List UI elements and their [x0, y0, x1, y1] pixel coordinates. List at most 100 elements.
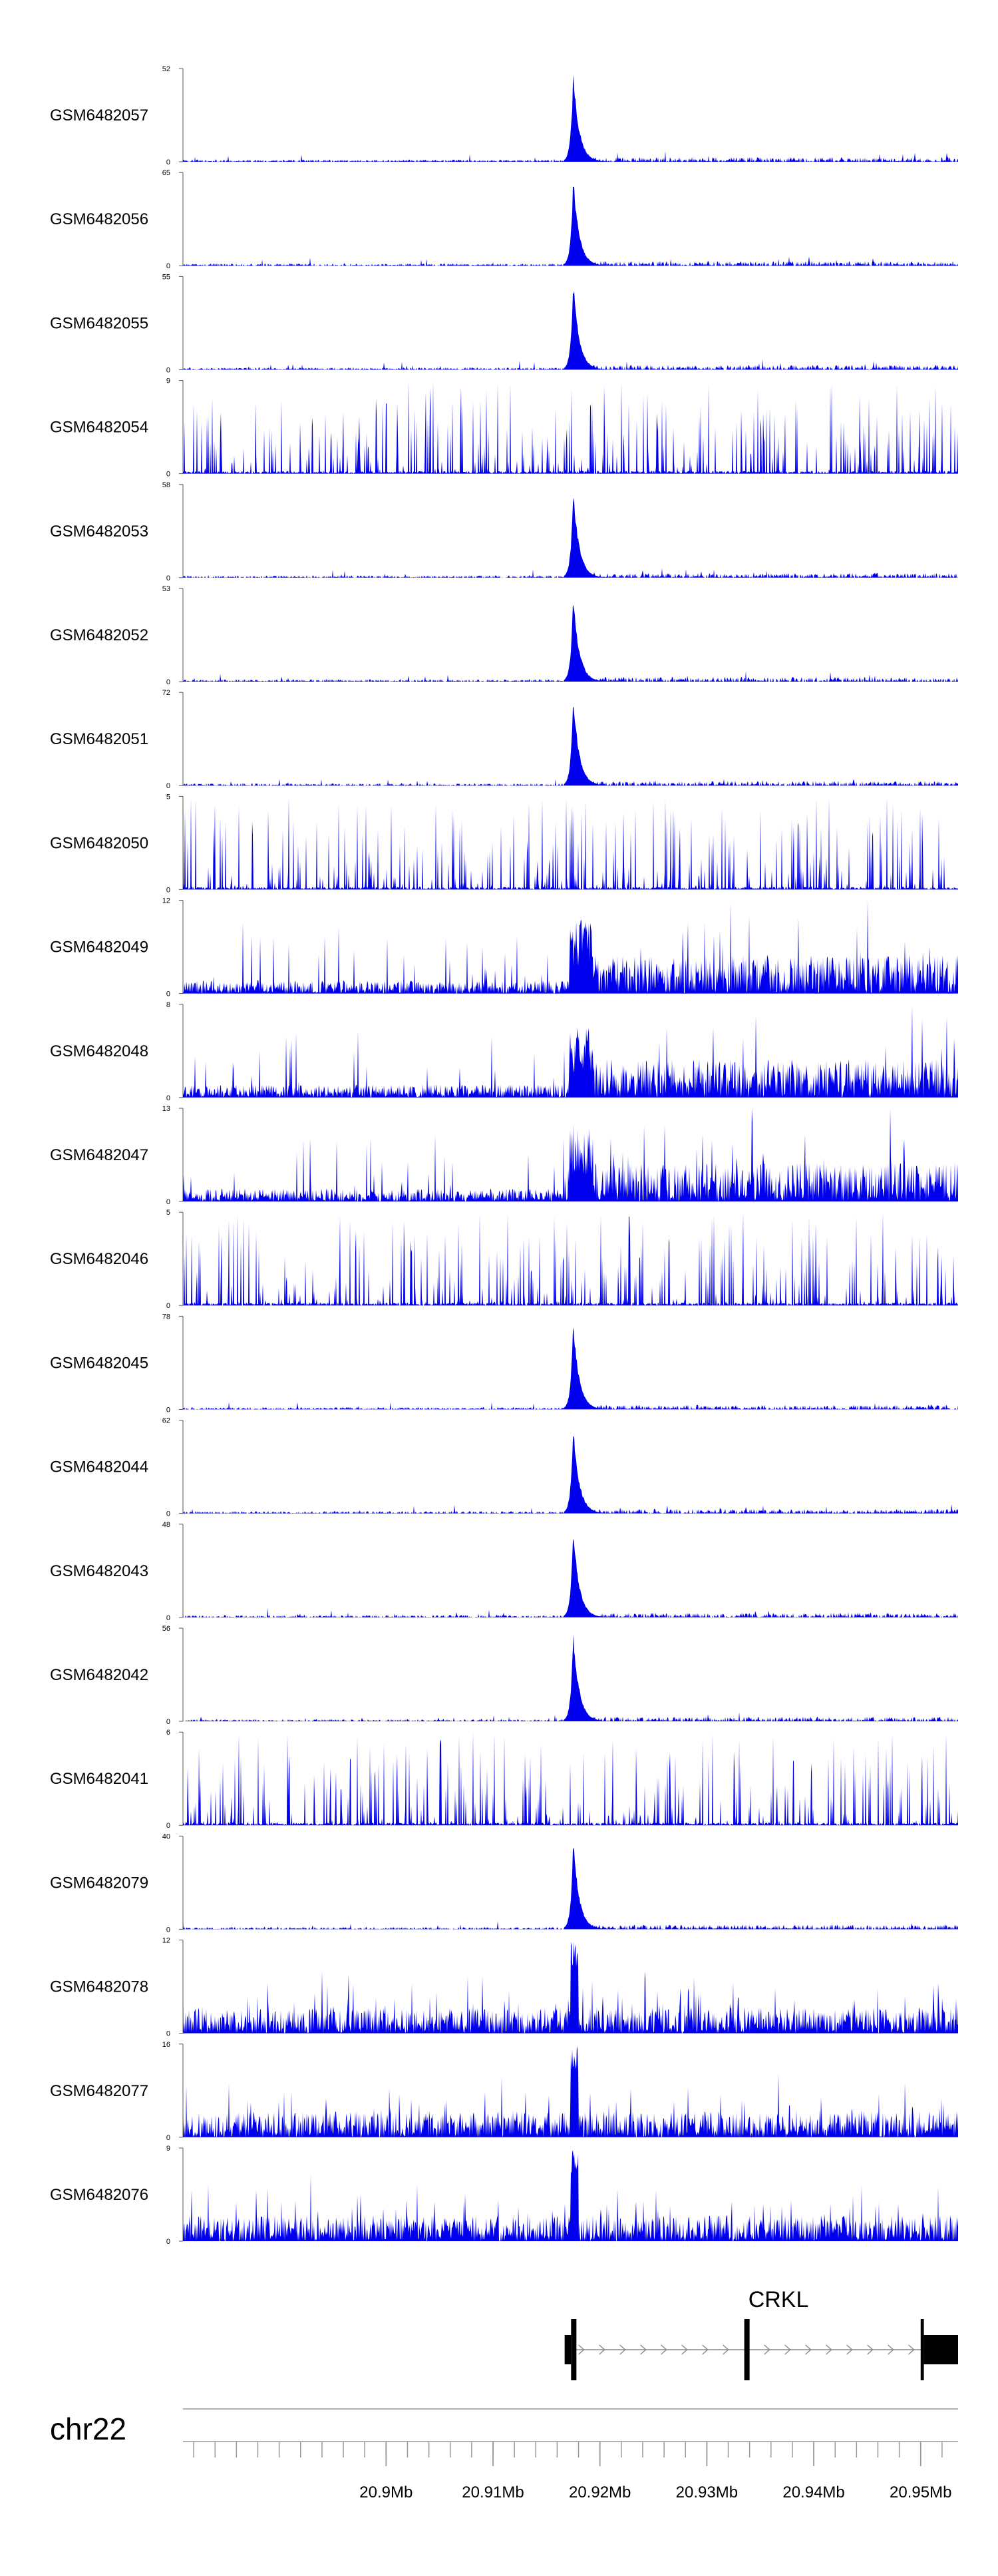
track-GSM6482050: GSM6482050 5 0 — [50, 793, 958, 894]
track-label: GSM6482077 — [50, 2082, 148, 2100]
strand-arrow-icon — [867, 2344, 874, 2355]
y-max-label: 65 — [162, 169, 170, 177]
track-GSM6482041: GSM6482041 6 0 — [50, 1729, 958, 1830]
signal-area — [183, 1732, 958, 1826]
axis-tick-label: 20.95Mb — [890, 2483, 951, 2501]
signal-area — [183, 1847, 958, 1930]
y-max-label: 8 — [166, 1001, 170, 1009]
y-min-label: 0 — [166, 262, 170, 270]
y-min-label: 0 — [166, 1406, 170, 1414]
track-GSM6482055: GSM6482055 55 0 — [50, 273, 958, 374]
axis-tick-label: 20.9Mb — [359, 2483, 413, 2501]
gene-exon — [923, 2335, 958, 2364]
y-max-label: 6 — [166, 1729, 170, 1737]
y-min-label: 0 — [166, 2134, 170, 2142]
track-label: GSM6482048 — [50, 1042, 148, 1060]
gene-label-crkl: CRKL — [748, 2287, 809, 2312]
gene-exon — [744, 2319, 750, 2380]
track-label: GSM6482057 — [50, 107, 148, 124]
y-min-label: 0 — [166, 1822, 170, 1830]
chromosome-label: chr22 — [50, 2412, 126, 2446]
axis-tick-label: 20.94Mb — [782, 2483, 844, 2501]
y-max-label: 55 — [162, 273, 170, 281]
strand-arrow-icon — [723, 2344, 729, 2355]
y-min-label: 0 — [166, 574, 170, 582]
strand-arrow-icon — [702, 2344, 709, 2355]
axis-tick-label: 20.92Mb — [569, 2483, 631, 2501]
y-min-label: 0 — [166, 2238, 170, 2246]
strand-arrow-icon — [764, 2344, 770, 2355]
strand-arrow-icon — [805, 2344, 812, 2355]
track-label: GSM6482047 — [50, 1146, 148, 1164]
track-GSM6482044: GSM6482044 62 0 — [50, 1417, 958, 1518]
y-max-label: 16 — [162, 2041, 170, 2049]
y-max-label: 56 — [162, 1625, 170, 1633]
track-GSM6482077: GSM6482077 16 0 — [50, 2041, 958, 2142]
y-max-label: 72 — [162, 689, 170, 697]
y-max-label: 9 — [166, 377, 170, 385]
track-GSM6482048: GSM6482048 8 0 — [50, 1001, 958, 1102]
y-min-label: 0 — [166, 782, 170, 790]
y-min-label: 0 — [166, 366, 170, 374]
y-max-label: 52 — [162, 65, 170, 73]
track-label: GSM6482041 — [50, 1770, 148, 1788]
y-max-label: 5 — [166, 793, 170, 801]
track-GSM6482043: GSM6482043 48 0 — [50, 1521, 958, 1622]
y-min-label: 0 — [166, 1718, 170, 1726]
axis-tick-label: 20.93Mb — [676, 2483, 738, 2501]
track-label: GSM6482051 — [50, 730, 148, 748]
y-max-label: 58 — [162, 481, 170, 489]
track-GSM6482076: GSM6482076 9 0 — [50, 2145, 958, 2246]
gene-exon — [920, 2319, 924, 2380]
signal-area — [183, 900, 958, 994]
signal-area — [183, 1004, 958, 1098]
track-label: GSM6482045 — [50, 1354, 148, 1372]
strand-arrow-icon — [826, 2344, 832, 2355]
track-GSM6482049: GSM6482049 12 0 — [50, 897, 958, 998]
track-label: GSM6482050 — [50, 834, 148, 852]
y-max-label: 12 — [162, 1937, 170, 1945]
track-GSM6482047: GSM6482047 13 0 — [50, 1105, 958, 1206]
signal-area — [183, 1538, 958, 1617]
strand-arrow-icon — [661, 2344, 667, 2355]
signal-area — [183, 497, 958, 578]
track-GSM6482045: GSM6482045 78 0 — [50, 1313, 958, 1414]
y-min-label: 0 — [166, 886, 170, 894]
axis-tick-label: 20.91Mb — [462, 2483, 524, 2501]
strand-arrow-icon — [619, 2344, 626, 2355]
signal-area — [183, 75, 958, 162]
track-GSM6482042: GSM6482042 56 0 — [50, 1625, 958, 1726]
y-max-label: 5 — [166, 1209, 170, 1217]
track-label: GSM6482044 — [50, 1458, 148, 1476]
y-max-label: 53 — [162, 585, 170, 593]
signal-area — [183, 2045, 958, 2137]
strand-arrow-icon — [640, 2344, 647, 2355]
genome-axis: chr22 20.9Mb 20.91Mb 20.92Mb 20.93Mb 20.94Mb… — [50, 2408, 958, 2501]
y-max-label: 62 — [162, 1417, 170, 1425]
signal-area — [183, 604, 958, 682]
y-min-label: 0 — [166, 678, 170, 686]
signal-area — [183, 380, 958, 474]
y-min-label: 0 — [166, 471, 170, 479]
track-label: GSM6482049 — [50, 939, 148, 957]
track-label: GSM6482055 — [50, 314, 148, 332]
gene-annotation-track: CRKL — [564, 2287, 958, 2380]
track-label: GSM6482042 — [50, 1666, 148, 1684]
track-label: GSM6482054 — [50, 419, 148, 437]
signal-area — [183, 1108, 958, 1201]
strand-arrow-icon — [846, 2344, 853, 2355]
track-label: GSM6482052 — [50, 626, 148, 644]
signal-area — [183, 1633, 958, 1721]
y-min-label: 0 — [166, 2030, 170, 2038]
track-GSM6482054: GSM6482054 9 0 — [50, 377, 958, 479]
track-GSM6482079: GSM6482079 40 0 — [50, 1832, 958, 1934]
strand-arrow-icon — [784, 2344, 791, 2355]
gene-exon — [571, 2319, 577, 2380]
signal-area — [183, 1436, 958, 1514]
y-max-label: 9 — [166, 2145, 170, 2153]
track-label: GSM6482046 — [50, 1250, 148, 1268]
track-label: GSM6482053 — [50, 523, 148, 540]
y-max-label: 78 — [162, 1313, 170, 1321]
track-GSM6482057: GSM6482057 52 0 — [50, 65, 958, 166]
